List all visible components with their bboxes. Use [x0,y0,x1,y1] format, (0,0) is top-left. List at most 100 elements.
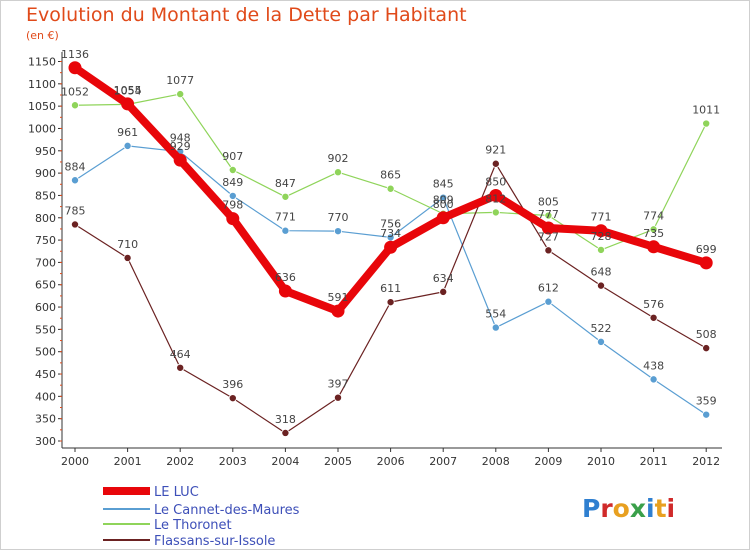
y-tick-label: 950 [35,145,56,158]
data-label: 396 [222,378,243,391]
logo-letter: i [667,494,676,523]
data-label: 921 [485,144,506,157]
y-tick-label: 900 [35,167,56,180]
data-label: 508 [696,328,717,341]
data-point [176,363,185,372]
legend-label: Le Thoronet [154,518,232,533]
data-point [597,337,606,346]
data-label: 865 [380,169,401,182]
data-point [491,208,500,217]
proxiti-logo: Proxiti [582,494,675,523]
data-point [491,323,500,332]
y-tick-label: 550 [35,323,56,336]
data-label: 1136 [61,48,89,61]
data-label: 1052 [61,85,89,98]
data-point [281,192,290,201]
y-tick-label: 1050 [28,100,56,113]
data-label: 1077 [166,74,194,87]
data-label: 734 [380,227,401,240]
y-tick-label: 850 [35,189,56,202]
data-label: 699 [696,243,717,256]
data-point [71,176,80,185]
y-tick-label: 650 [35,279,56,292]
data-label: 849 [222,176,243,189]
data-label: 805 [538,196,559,209]
data-label: 710 [117,238,138,251]
data-label: 636 [275,271,296,284]
data-point [333,227,342,236]
data-point [333,168,342,177]
data-label: 735 [643,227,664,240]
y-tick-label: 400 [35,390,56,403]
data-label: 785 [65,204,86,217]
data-label: 929 [170,140,191,153]
data-point [331,304,345,318]
data-label: 1011 [692,104,720,117]
data-label: 798 [222,199,243,212]
x-tick-label: 2006 [377,455,405,468]
data-point [71,220,80,229]
data-label: 800 [433,198,454,211]
data-point [702,119,711,128]
y-tick-label: 600 [35,301,56,314]
data-label: 318 [275,413,296,426]
data-point [702,410,711,419]
x-tick-label: 2010 [587,455,615,468]
x-tick-label: 2011 [640,455,668,468]
data-point [173,153,187,167]
x-tick-label: 2003 [219,455,247,468]
data-label: 770 [328,211,349,224]
data-label: 554 [485,308,506,321]
data-point [699,256,713,270]
data-point [702,344,711,353]
data-label: 771 [275,211,296,224]
y-tick-label: 1100 [28,78,56,91]
data-label: 728 [591,230,612,243]
data-label: 522 [591,322,612,335]
data-point [228,394,237,403]
y-tick-label: 350 [35,413,56,426]
x-tick-label: 2008 [482,455,510,468]
data-label: 359 [696,395,717,408]
data-point [649,313,658,322]
logo-letter: i [646,494,655,523]
data-point [228,191,237,200]
data-point [278,284,292,298]
x-tick-label: 2000 [61,455,89,468]
data-point [386,298,395,307]
series-lines [68,61,713,437]
x-tick-label: 2002 [166,455,194,468]
x-tick-label: 2012 [692,455,720,468]
logo-letter: o [613,494,630,523]
y-tick-label: 800 [35,212,56,225]
logo-letter: P [582,494,600,523]
data-label: 777 [538,208,559,221]
data-point [544,297,553,306]
data-label: 809 [433,194,454,207]
data-label: 438 [643,359,664,372]
data-point [544,211,553,220]
data-label: 847 [275,177,296,190]
data-label: 612 [538,282,559,295]
chart-title: Evolution du Montant de la Dette par Hab… [26,4,467,26]
data-point [491,159,500,168]
logo-letter: t [655,494,667,523]
y-tick-label: 700 [35,256,56,269]
data-point [541,221,555,235]
data-point [597,245,606,254]
data-point [649,225,658,234]
data-label: 756 [380,217,401,230]
logo-letter: x [630,494,646,523]
unit-label: (en €) [26,29,59,42]
data-label: 771 [591,211,612,224]
data-point [489,188,503,202]
data-labels: 1136 1055 929 798 636 591 734 800 850 777 771 735 69… [61,48,720,426]
data-point [597,281,606,290]
x-tick-label: 2001 [114,455,142,468]
data-label: 648 [591,266,612,279]
data-label: 774 [643,209,664,222]
x-tick-label: 2009 [534,455,562,468]
data-point [439,193,448,202]
